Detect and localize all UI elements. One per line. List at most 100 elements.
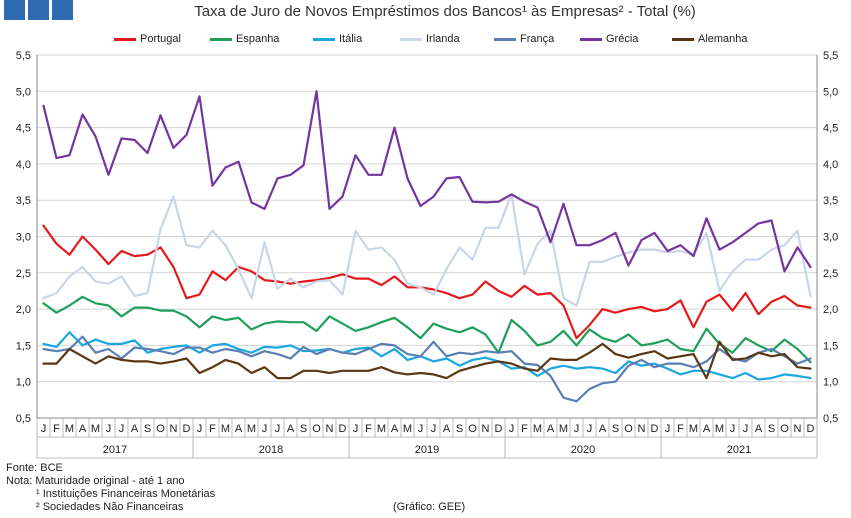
x-tick-label-month: A bbox=[703, 423, 711, 435]
x-tick-label-month: J bbox=[743, 423, 749, 435]
legend-item-portugal: Portugal bbox=[114, 33, 181, 45]
logo-block-3 bbox=[52, 0, 73, 20]
x-tick-label-month: F bbox=[677, 423, 684, 435]
x-tick-label-month: O bbox=[156, 423, 165, 435]
x-tick-label-year: 2017 bbox=[103, 444, 127, 456]
x-tick-label-month: J bbox=[587, 423, 593, 435]
legend-swatch bbox=[580, 37, 602, 41]
x-tick-label-month: J bbox=[509, 423, 515, 435]
footnote-2: ² Sociedades Não Financeiras bbox=[36, 501, 184, 513]
legend-label: França bbox=[520, 33, 555, 45]
legend-item-franca: França bbox=[494, 33, 554, 45]
x-tick-label-month: J bbox=[418, 423, 424, 435]
x-tick-label-month: S bbox=[768, 423, 775, 435]
y-tick-label-left: 5,0 bbox=[16, 86, 31, 98]
x-tick-label-month: M bbox=[377, 423, 386, 435]
maturity-note: Nota: Maturidade original - até 1 ano bbox=[6, 475, 185, 487]
y-tick-label-left: 2,5 bbox=[16, 268, 31, 280]
series-line-irlanda bbox=[42, 193, 812, 307]
legend-label: Portugal bbox=[140, 33, 181, 45]
legend-label: Espanha bbox=[236, 33, 280, 45]
x-tick-label-month: N bbox=[326, 423, 334, 435]
x-tick-label-month: M bbox=[221, 423, 230, 435]
x-tick-label-month: J bbox=[41, 423, 47, 435]
x-tick-label-month: N bbox=[794, 423, 802, 435]
x-tick-label-year: 2018 bbox=[259, 444, 283, 456]
x-tick-label-month: F bbox=[53, 423, 60, 435]
x-tick-label-month: J bbox=[262, 423, 268, 435]
x-tick-label-month: A bbox=[79, 423, 87, 435]
y-tick-label-left: 3,5 bbox=[16, 195, 31, 207]
y-tick-label-right: 2,5 bbox=[823, 268, 838, 280]
x-tick-label-month: S bbox=[612, 423, 619, 435]
legend-label: Alemanha bbox=[698, 33, 748, 45]
x-tick-label-month: A bbox=[755, 423, 763, 435]
x-tick-label-month: S bbox=[456, 423, 463, 435]
series-line-italia bbox=[42, 331, 812, 381]
x-tick-label-month: A bbox=[235, 423, 243, 435]
y-tick-label-left: 3,0 bbox=[16, 232, 31, 244]
y-tick-label-right: 4,5 bbox=[823, 123, 838, 135]
x-tick-label-month: A bbox=[131, 423, 139, 435]
legend-item-espanha: Espanha bbox=[210, 33, 279, 45]
x-tick-label-month: J bbox=[106, 423, 112, 435]
y-tick-label-left: 1,5 bbox=[16, 340, 31, 352]
x-tick-label-month: M bbox=[247, 423, 256, 435]
x-tick-label-month: A bbox=[599, 423, 607, 435]
x-tick-label-month: D bbox=[339, 423, 347, 435]
legend-swatch bbox=[672, 37, 694, 41]
x-tick-label-month: O bbox=[312, 423, 321, 435]
y-tick-label-right: 5,0 bbox=[823, 86, 838, 98]
legend-label: Itália bbox=[339, 33, 363, 45]
x-tick-label-month: J bbox=[275, 423, 281, 435]
x-tick-label-month: J bbox=[730, 423, 736, 435]
x-tick-label-month: A bbox=[443, 423, 451, 435]
x-tick-label-month: F bbox=[365, 423, 372, 435]
x-tick-label-month: J bbox=[431, 423, 437, 435]
x-tick-label-month: D bbox=[807, 423, 815, 435]
x-tick-label-month: M bbox=[403, 423, 412, 435]
x-tick-label-month: M bbox=[689, 423, 698, 435]
legend-item-grecia: Grécia bbox=[580, 33, 638, 45]
y-tick-label-right: 4,0 bbox=[823, 159, 838, 171]
chart-credit: (Gráfico: GEE) bbox=[393, 501, 466, 513]
legend-swatch bbox=[494, 37, 516, 41]
x-tick-label-month: M bbox=[559, 423, 568, 435]
legend-label: Irlanda bbox=[426, 33, 460, 45]
y-tick-label-left: 2,0 bbox=[16, 304, 31, 316]
x-tick-label-month: D bbox=[495, 423, 503, 435]
x-tick-label-month: J bbox=[119, 423, 125, 435]
x-tick-label-month: O bbox=[468, 423, 477, 435]
chart-title: Taxa de Juro de Novos Empréstimos dos Ba… bbox=[194, 3, 696, 20]
legend-item-irlanda: Irlanda bbox=[400, 33, 460, 45]
series-line-portugal bbox=[42, 224, 812, 340]
x-tick-label-month: M bbox=[533, 423, 542, 435]
legend-item-italia: Itália bbox=[313, 33, 362, 45]
legend-swatch bbox=[210, 37, 232, 41]
y-tick-label-right: 3,5 bbox=[823, 195, 838, 207]
series-line-alemanha bbox=[42, 340, 812, 380]
x-tick-label-month: M bbox=[715, 423, 724, 435]
legend-swatch bbox=[114, 37, 136, 41]
y-tick-label-right: 0,5 bbox=[823, 413, 838, 425]
x-tick-label-year: 2021 bbox=[727, 444, 751, 456]
x-tick-label-month: A bbox=[547, 423, 555, 435]
logo-block-2 bbox=[28, 0, 49, 20]
legend-label: Grécia bbox=[606, 33, 639, 45]
y-tick-label-left: 4,0 bbox=[16, 159, 31, 171]
x-tick-label-month: M bbox=[91, 423, 100, 435]
x-tick-label-month: O bbox=[780, 423, 789, 435]
x-tick-label-month: M bbox=[65, 423, 74, 435]
series-line-espanha bbox=[42, 295, 812, 364]
legend-swatch bbox=[313, 37, 335, 41]
y-tick-label-left: 1,0 bbox=[16, 377, 31, 389]
y-tick-label-right: 5,5 bbox=[823, 50, 838, 62]
x-tick-label-month: D bbox=[651, 423, 659, 435]
logo-block-1 bbox=[4, 0, 25, 20]
x-tick-label-month: A bbox=[391, 423, 399, 435]
x-tick-label-month: N bbox=[482, 423, 490, 435]
x-tick-label-month: O bbox=[624, 423, 633, 435]
y-tick-label-left: 0,5 bbox=[16, 413, 31, 425]
legend-swatch bbox=[400, 37, 422, 41]
